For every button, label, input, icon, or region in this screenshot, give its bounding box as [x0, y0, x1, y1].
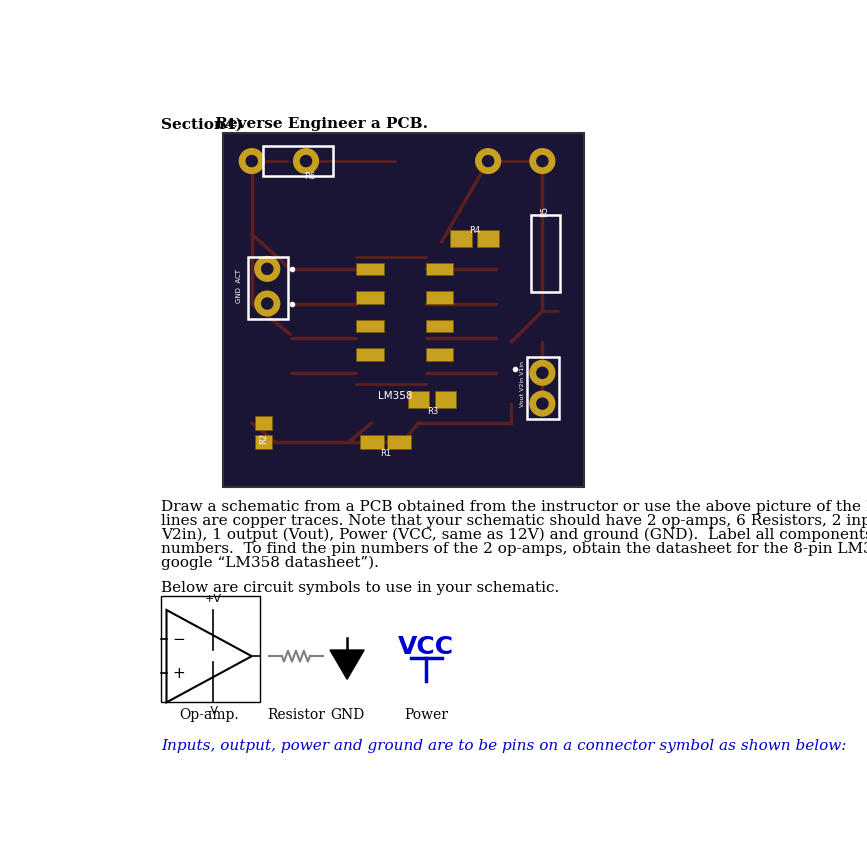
Circle shape — [294, 149, 318, 173]
Circle shape — [255, 291, 280, 316]
Bar — [356, 291, 383, 304]
Circle shape — [537, 398, 548, 409]
Circle shape — [476, 149, 500, 173]
Text: GND  ACT: GND ACT — [236, 269, 242, 303]
Text: -V: -V — [207, 706, 218, 716]
Text: R4: R4 — [469, 226, 480, 235]
Bar — [264, 146, 333, 177]
Bar — [450, 230, 472, 246]
Text: Section4): Section4) — [161, 117, 243, 131]
Text: Reverse Engineer a PCB.: Reverse Engineer a PCB. — [210, 117, 428, 131]
Text: Below are circuit symbols to use in your schematic.: Below are circuit symbols to use in your… — [161, 580, 559, 595]
Text: google “LM358 datasheet”).: google “LM358 datasheet”). — [161, 555, 379, 570]
Bar — [223, 133, 584, 486]
Bar — [531, 215, 560, 292]
Text: Draw a schematic from a PCB obtained from the instructor or use the above pictur: Draw a schematic from a PCB obtained fro… — [161, 500, 867, 514]
Bar — [426, 319, 453, 332]
Circle shape — [301, 156, 311, 167]
Bar — [407, 391, 429, 408]
Bar — [361, 435, 383, 449]
Bar — [426, 291, 453, 304]
Circle shape — [537, 156, 548, 167]
Bar — [248, 257, 288, 319]
Circle shape — [530, 149, 555, 173]
Circle shape — [262, 298, 273, 309]
Text: +V: +V — [205, 594, 221, 604]
Circle shape — [530, 361, 555, 385]
Circle shape — [483, 156, 493, 167]
Text: Resistor: Resistor — [267, 708, 325, 722]
Text: −: − — [173, 632, 186, 647]
Text: R2: R2 — [259, 433, 268, 443]
Text: numbers.  To find the pin numbers of the 2 op-amps, obtain the datasheet for the: numbers. To find the pin numbers of the … — [161, 542, 867, 556]
Circle shape — [255, 257, 280, 282]
Bar — [434, 391, 456, 408]
Text: LM358: LM358 — [378, 391, 413, 401]
Bar — [426, 263, 453, 275]
Bar — [477, 230, 499, 246]
Bar — [161, 596, 259, 703]
Text: VCC: VCC — [398, 635, 454, 659]
Bar — [356, 348, 383, 361]
Bar — [527, 357, 559, 419]
Circle shape — [530, 391, 555, 416]
Text: Inputs, output, power and ground are to be pins on a connector symbol as shown b: Inputs, output, power and ground are to … — [161, 739, 846, 753]
Bar — [356, 263, 383, 275]
Polygon shape — [330, 650, 364, 679]
Text: lines are copper traces. Note that your schematic should have 2 op-amps, 6 Resis: lines are copper traces. Note that your … — [161, 514, 867, 528]
Bar — [255, 416, 272, 430]
Text: +: + — [173, 666, 186, 680]
Circle shape — [537, 368, 548, 378]
Text: R1: R1 — [381, 449, 391, 458]
Polygon shape — [166, 610, 251, 703]
Circle shape — [262, 263, 273, 275]
Text: Op-amp.: Op-amp. — [179, 708, 239, 722]
Bar — [255, 435, 272, 449]
Text: GND: GND — [330, 708, 364, 722]
Bar — [388, 435, 411, 449]
Text: R6: R6 — [304, 172, 316, 181]
Circle shape — [239, 149, 264, 173]
Bar — [356, 319, 383, 332]
Bar — [426, 348, 453, 361]
Text: V2in), 1 output (Vout), Power (VCC, same as 12V) and ground (GND).  Label all co: V2in), 1 output (Vout), Power (VCC, same… — [161, 528, 867, 542]
Circle shape — [246, 156, 257, 167]
Text: Power: Power — [404, 708, 448, 722]
Text: R3: R3 — [427, 406, 438, 416]
Text: R5: R5 — [540, 206, 549, 217]
Text: Vout V2in V1in: Vout V2in V1in — [520, 362, 525, 407]
